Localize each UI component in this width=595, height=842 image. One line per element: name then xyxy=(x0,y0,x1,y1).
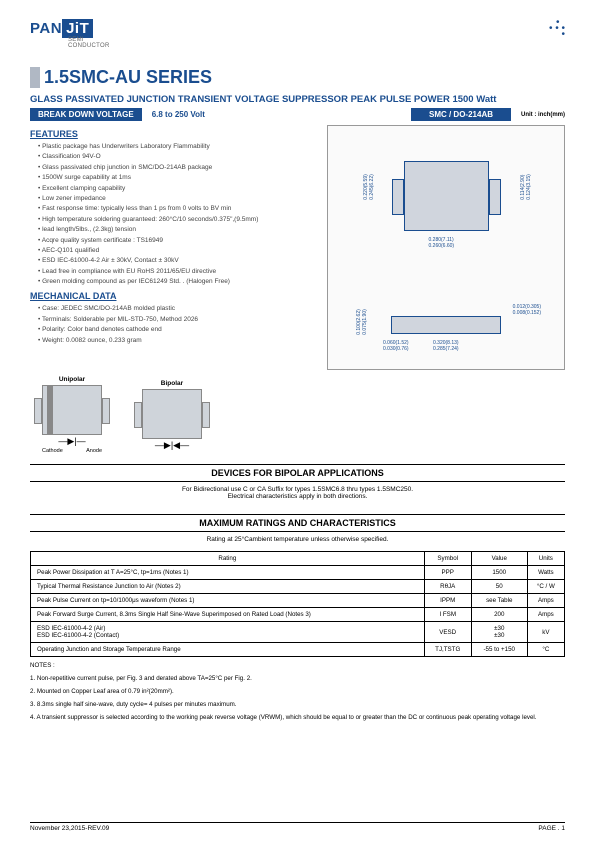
ratings-cell: see Table xyxy=(471,594,527,608)
ratings-cell: Amps xyxy=(527,608,564,622)
note-item: 3. 8.3ms single half sine-wave, duty cyc… xyxy=(30,701,565,709)
ratings-cell: 200 xyxy=(471,608,527,622)
chip-top-view xyxy=(404,161,489,231)
ratings-cell: Peak Forward Surge Current, 8.3ms Single… xyxy=(31,608,425,622)
feature-item: 1500W surge capability at 1ms xyxy=(38,173,317,183)
features-list: Plastic package has Underwriters Laborat… xyxy=(30,142,317,287)
ratings-cell: IPPM xyxy=(424,594,471,608)
dim-len: 0.320(8.13)0.285(7.24) xyxy=(433,340,459,352)
dim-h: 0.220(5.59)0.245(6.22) xyxy=(362,174,374,200)
feature-item: Plastic package has Underwriters Laborat… xyxy=(38,142,317,152)
bipolar-diode-icon: —▶|◀— xyxy=(142,441,202,450)
mech-item: Case: JEDEC SMC/DO-214AB molded plastic xyxy=(38,304,317,314)
features-title: FEATURES xyxy=(30,129,317,139)
polarity-row: Unipolar —▶|— CathodeAnode Bipolar —▶|◀— xyxy=(42,376,565,454)
mech-item: Polarity: Color band denotes cathode end xyxy=(38,325,317,335)
ratings-cell: ±30 ±30 xyxy=(471,622,527,643)
mech-list: Case: JEDEC SMC/DO-214AB molded plasticT… xyxy=(30,304,317,346)
ratings-cell: °C xyxy=(527,643,564,657)
dim-sh: 0.100(2.62)0.075(1.90) xyxy=(356,309,368,335)
ratings-cell: Peak Pulse Current on tp=10/1000μs wavef… xyxy=(31,594,425,608)
logo: PANJiT SEMI CONDUCTOR xyxy=(30,20,110,49)
ratings-row: Peak Pulse Current on tp=10/1000μs wavef… xyxy=(31,594,565,608)
feature-item: Acqre quality system certificate : TS169… xyxy=(38,236,317,246)
notes-title: NOTES : xyxy=(30,662,565,670)
mech-item: Terminals: Solderable per MIL-STD-750, M… xyxy=(38,315,317,325)
ratings-cell: PPP xyxy=(424,566,471,580)
ratings-header: Symbol xyxy=(424,552,471,566)
ratings-row: ESD IEC-61000-4-2 (Air) ESD IEC-61000-4-… xyxy=(31,622,565,643)
dim-wbody: 0.280(7.11)0.260(6.60) xyxy=(429,237,455,249)
ratings-cell: 50 xyxy=(471,580,527,594)
ratings-header: Units xyxy=(527,552,564,566)
ratings-cell: Typical Thermal Resistance Junction to A… xyxy=(31,580,425,594)
feature-item: Glass passivated chip junction in SMC/DO… xyxy=(38,163,317,173)
ratings-sub: Rating at 25°Cambient temperature unless… xyxy=(30,532,565,547)
unit-label: Unit : inch(mm) xyxy=(521,112,565,118)
ratings-cell: Operating Junction and Storage Temperatu… xyxy=(31,643,425,657)
ratings-table: RatingSymbolValueUnits Peak Power Dissip… xyxy=(30,551,565,657)
feature-item: ESD IEC-61000-4-2 Air ± 30kV, Contact ± … xyxy=(38,256,317,266)
note-item: 4. A transient suppressor is selected ac… xyxy=(30,714,565,722)
notes-section: NOTES : 1. Non-repetitive current pulse,… xyxy=(30,662,565,722)
bdv-label: BREAK DOWN VOLTAGE xyxy=(30,108,142,121)
package-drawing: 0.220(5.59)0.245(6.22) 0.114(2.90)0.124(… xyxy=(327,125,565,370)
feature-item: Green molding compound as per IEC61249 S… xyxy=(38,277,317,287)
ratings-cell: -55 to +150 xyxy=(471,643,527,657)
feature-item: Fast response time: typically less than … xyxy=(38,204,317,214)
ratings-cell: ESD IEC-61000-4-2 (Air) ESD IEC-61000-4-… xyxy=(31,622,425,643)
header: PANJiT SEMI CONDUCTOR • • • • • xyxy=(30,20,565,49)
ratings-cell: 1500 xyxy=(471,566,527,580)
feature-item: Lead free in compliance with EU RoHS 201… xyxy=(38,267,317,277)
ratings-row: Peak Power Dissipation at T A=25°C, tp=1… xyxy=(31,566,565,580)
mech-title: MECHANICAL DATA xyxy=(30,291,317,301)
ratings-cell: Peak Power Dissipation at T A=25°C, tp=1… xyxy=(31,566,425,580)
logo-sub: SEMI CONDUCTOR xyxy=(68,37,110,49)
series-title: 1.5SMC-AU SERIES xyxy=(30,67,565,88)
unipolar-diode-icon: —▶|— xyxy=(42,437,102,446)
breakdown-voltage-row: BREAK DOWN VOLTAGE 6.8 to 250 Volt SMC /… xyxy=(30,108,565,121)
feature-item: lead length/5lbs., (2.3kg) tension xyxy=(38,225,317,235)
ratings-row: Typical Thermal Resistance Junction to A… xyxy=(31,580,565,594)
ratings-row: Operating Junction and Storage Temperatu… xyxy=(31,643,565,657)
bipolar-title: DEVICES FOR BIPOLAR APPLICATIONS xyxy=(30,464,565,482)
logo-pan: PAN xyxy=(30,20,62,37)
chip-side-view xyxy=(391,316,501,334)
ratings-cell: kV xyxy=(527,622,564,643)
bipolar-sub: For Bidirectional use C or CA Suffix for… xyxy=(30,482,565,504)
ratings-cell: RθJA xyxy=(424,580,471,594)
ratings-title: MAXIMUM RATINGS AND CHARACTERISTICS xyxy=(30,514,565,532)
ratings-header: Rating xyxy=(31,552,425,566)
bipolar-item: Bipolar —▶|◀— xyxy=(142,380,202,450)
unipolar-item: Unipolar —▶|— CathodeAnode xyxy=(42,376,102,454)
logo-jit: JiT xyxy=(62,19,93,38)
mech-item: Weight: 0.0082 ounce, 0.233 gram xyxy=(38,336,317,346)
ratings-cell: Watts xyxy=(527,566,564,580)
note-item: 2. Mounted on Copper Leaf area of 0.79 i… xyxy=(30,688,565,696)
subtitle: GLASS PASSIVATED JUNCTION TRANSIENT VOLT… xyxy=(30,94,565,105)
dim-thk: 0.012(0.305)0.008(0.152) xyxy=(513,304,541,316)
feature-item: High temperature soldering guaranteed: 2… xyxy=(38,215,317,225)
footer: November 23,2015-REV.09 PAGE . 1 xyxy=(30,822,565,832)
ratings-cell: TJ,TSTG xyxy=(424,643,471,657)
feature-item: AEC-Q101 qualified xyxy=(38,246,317,256)
bdv-range: 6.8 to 250 Volt xyxy=(152,110,205,119)
feature-item: Excellent clamping capability xyxy=(38,184,317,194)
feature-item: Classification 94V-O xyxy=(38,152,317,162)
feature-item: Low zener impedance xyxy=(38,194,317,204)
package-label: SMC / DO-214AB xyxy=(411,108,511,121)
ratings-cell: Amps xyxy=(527,594,564,608)
footer-page: PAGE . 1 xyxy=(538,825,565,832)
dim-wfull: 0.114(2.90)0.124(3.15) xyxy=(520,174,532,200)
ratings-row: Peak Forward Surge Current, 8.3ms Single… xyxy=(31,608,565,622)
dim-lead: 0.060(1.52)0.030(0.76) xyxy=(383,340,409,352)
ratings-cell: VESD xyxy=(424,622,471,643)
ratings-cell: I FSM xyxy=(424,608,471,622)
ratings-cell: °C / W xyxy=(527,580,564,594)
header-dots-icon: • • • • • xyxy=(549,20,565,38)
ratings-header: Value xyxy=(471,552,527,566)
note-item: 1. Non-repetitive current pulse, per Fig… xyxy=(30,675,565,683)
footer-date: November 23,2015-REV.09 xyxy=(30,825,109,832)
